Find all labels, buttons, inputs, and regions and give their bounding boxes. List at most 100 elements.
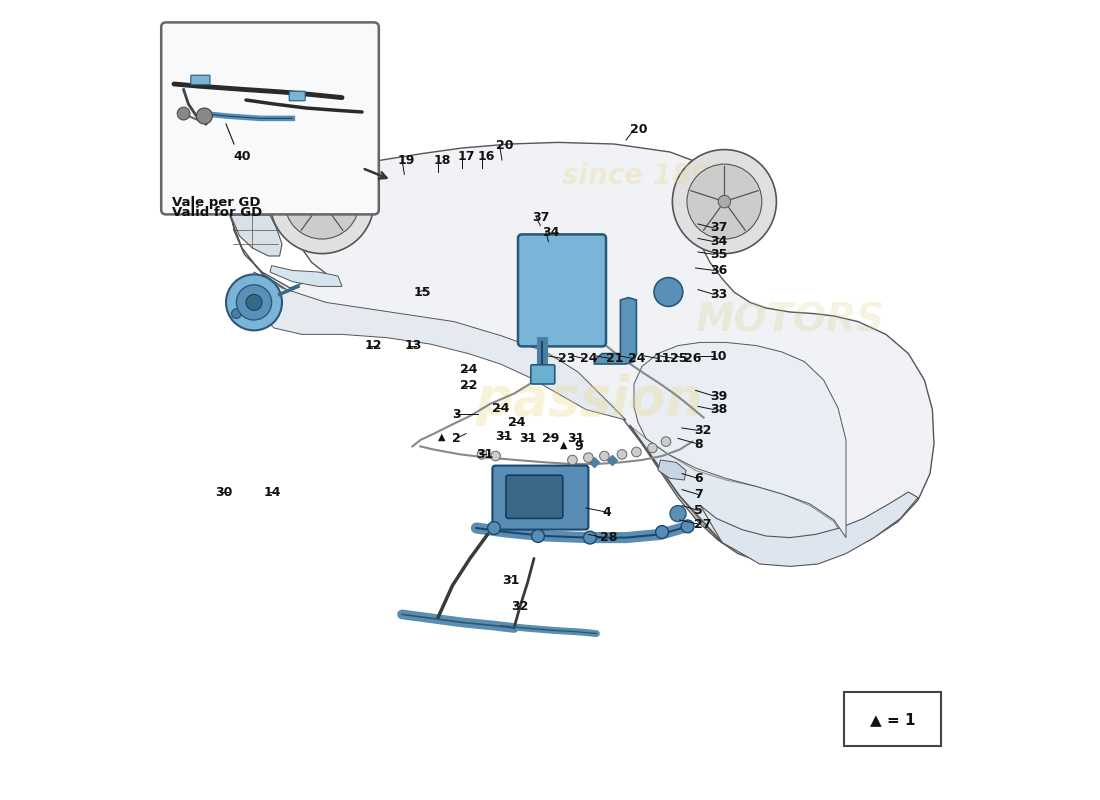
Text: 6: 6 xyxy=(694,472,703,485)
Circle shape xyxy=(232,309,241,318)
Text: 31: 31 xyxy=(496,430,513,442)
Circle shape xyxy=(617,450,627,459)
Text: ▲ = 1: ▲ = 1 xyxy=(870,713,915,727)
FancyBboxPatch shape xyxy=(162,22,378,214)
Circle shape xyxy=(584,531,596,544)
Circle shape xyxy=(568,455,578,465)
Text: 18: 18 xyxy=(434,154,451,166)
Text: 24: 24 xyxy=(461,363,477,376)
Text: Valid for GD: Valid for GD xyxy=(173,206,263,219)
Circle shape xyxy=(270,150,374,254)
FancyBboxPatch shape xyxy=(493,466,588,530)
Circle shape xyxy=(285,164,360,239)
Text: 37: 37 xyxy=(710,222,727,234)
Circle shape xyxy=(316,195,328,208)
Text: 11: 11 xyxy=(654,352,671,365)
Text: 15: 15 xyxy=(414,286,431,298)
Text: 38: 38 xyxy=(710,403,727,416)
Text: ▲: ▲ xyxy=(438,432,446,442)
Circle shape xyxy=(584,453,593,462)
Text: 37: 37 xyxy=(532,211,550,224)
FancyBboxPatch shape xyxy=(531,365,554,384)
Text: 32: 32 xyxy=(694,424,712,437)
Text: 31: 31 xyxy=(568,432,585,445)
Text: 9: 9 xyxy=(574,440,583,453)
Text: 24: 24 xyxy=(493,402,510,414)
Polygon shape xyxy=(229,154,282,256)
Circle shape xyxy=(197,108,212,124)
Text: 32: 32 xyxy=(512,600,529,613)
Text: 33: 33 xyxy=(710,288,727,301)
Polygon shape xyxy=(658,460,686,480)
Text: 21: 21 xyxy=(606,352,624,365)
Text: 31: 31 xyxy=(502,574,519,586)
Text: 30: 30 xyxy=(216,486,233,498)
Text: 40: 40 xyxy=(223,187,241,200)
Polygon shape xyxy=(594,298,637,364)
Text: 24: 24 xyxy=(508,416,526,429)
Circle shape xyxy=(688,164,762,239)
Circle shape xyxy=(477,450,487,459)
Text: Vale per GD: Vale per GD xyxy=(173,196,261,209)
Text: 8: 8 xyxy=(694,438,703,450)
Text: 13: 13 xyxy=(405,339,421,352)
Text: 25: 25 xyxy=(670,352,688,365)
Text: 14: 14 xyxy=(264,486,282,498)
Text: 27: 27 xyxy=(694,518,712,530)
Text: 26: 26 xyxy=(684,352,702,365)
Text: 19: 19 xyxy=(398,154,416,166)
Circle shape xyxy=(631,447,641,457)
Circle shape xyxy=(531,530,544,542)
Text: 40: 40 xyxy=(233,150,251,163)
Circle shape xyxy=(491,451,501,461)
Text: 31: 31 xyxy=(519,432,537,445)
Circle shape xyxy=(670,506,686,522)
Text: 16: 16 xyxy=(478,150,495,162)
Text: 12: 12 xyxy=(364,339,382,352)
Text: 20: 20 xyxy=(496,139,513,152)
Text: 29: 29 xyxy=(542,432,560,445)
Circle shape xyxy=(681,520,694,533)
Text: 23: 23 xyxy=(558,352,575,365)
FancyBboxPatch shape xyxy=(518,234,606,346)
Text: 31: 31 xyxy=(476,448,494,461)
FancyBboxPatch shape xyxy=(844,692,942,746)
Text: 17: 17 xyxy=(458,150,475,162)
Circle shape xyxy=(661,437,671,446)
Circle shape xyxy=(246,294,262,310)
Text: 3: 3 xyxy=(452,408,461,421)
Circle shape xyxy=(654,278,683,306)
Circle shape xyxy=(672,150,777,254)
Circle shape xyxy=(648,443,657,453)
Circle shape xyxy=(656,526,669,538)
Text: 4: 4 xyxy=(602,506,610,518)
Text: MOTORS: MOTORS xyxy=(695,301,884,339)
Text: since 1895: since 1895 xyxy=(562,162,730,190)
Text: 7: 7 xyxy=(694,488,703,501)
Text: 35: 35 xyxy=(710,248,727,261)
Circle shape xyxy=(718,195,730,208)
Text: 39: 39 xyxy=(710,390,727,402)
Text: 28: 28 xyxy=(600,531,617,544)
Polygon shape xyxy=(252,272,626,420)
Text: 24: 24 xyxy=(581,352,598,365)
FancyBboxPatch shape xyxy=(289,91,305,101)
Text: 10: 10 xyxy=(710,350,727,362)
Polygon shape xyxy=(630,426,846,562)
Polygon shape xyxy=(226,136,934,564)
Circle shape xyxy=(226,274,282,330)
Polygon shape xyxy=(701,492,918,566)
Circle shape xyxy=(236,285,272,320)
Text: 5: 5 xyxy=(694,504,703,517)
Text: 2: 2 xyxy=(452,432,461,445)
FancyBboxPatch shape xyxy=(506,475,563,518)
Circle shape xyxy=(177,107,190,120)
Text: 34: 34 xyxy=(542,226,560,238)
Text: 20: 20 xyxy=(630,123,648,136)
FancyBboxPatch shape xyxy=(190,75,210,85)
Text: 34: 34 xyxy=(710,235,727,248)
Text: 24: 24 xyxy=(628,352,646,365)
Text: passion: passion xyxy=(476,374,704,426)
Text: 36: 36 xyxy=(710,264,727,277)
Circle shape xyxy=(487,522,500,534)
